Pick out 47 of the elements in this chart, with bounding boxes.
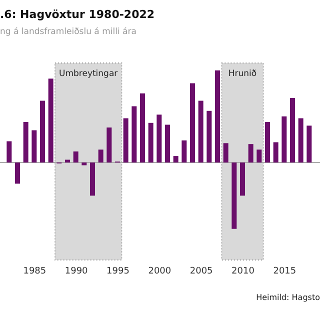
x-tick-label: 2005 bbox=[190, 266, 213, 276]
band-label: Hrunið bbox=[228, 69, 257, 79]
bar bbox=[206, 110, 212, 162]
bar bbox=[215, 70, 220, 162]
bar bbox=[15, 162, 20, 184]
chart-title: .6: Hagvöxtur 1980-2022 bbox=[0, 8, 155, 21]
bar bbox=[132, 106, 137, 162]
bar bbox=[156, 114, 162, 162]
bar bbox=[190, 83, 195, 162]
x-tick-label: 1985 bbox=[23, 266, 46, 276]
bar bbox=[273, 142, 278, 162]
bar bbox=[282, 116, 287, 162]
bar bbox=[248, 144, 254, 162]
bar bbox=[123, 118, 128, 162]
x-tick-label: 2000 bbox=[148, 266, 172, 276]
bar bbox=[232, 162, 237, 229]
bar bbox=[23, 122, 28, 162]
bar bbox=[265, 122, 270, 162]
bar bbox=[173, 156, 178, 162]
x-tick-label: 1990 bbox=[64, 266, 88, 276]
x-tick-label: 1995 bbox=[106, 266, 130, 276]
bar bbox=[82, 162, 87, 166]
bar bbox=[106, 127, 112, 162]
bar bbox=[223, 143, 228, 162]
bar bbox=[48, 78, 54, 162]
bar bbox=[140, 93, 145, 162]
bar bbox=[198, 100, 204, 162]
bar bbox=[165, 124, 170, 162]
bar bbox=[90, 162, 95, 196]
bar bbox=[298, 118, 304, 162]
x-tick-label: 2015 bbox=[273, 266, 296, 276]
band-label: Umbreytingar bbox=[59, 69, 118, 79]
bar bbox=[65, 160, 70, 162]
bar bbox=[73, 151, 78, 162]
bar bbox=[290, 98, 295, 162]
bar bbox=[306, 126, 312, 162]
bar bbox=[148, 122, 154, 162]
x-tick-label: 2010 bbox=[232, 266, 255, 276]
bar bbox=[32, 130, 37, 162]
bar bbox=[240, 162, 245, 196]
bar bbox=[40, 100, 45, 162]
bar bbox=[182, 140, 187, 162]
bar bbox=[256, 150, 262, 162]
chart-subtitle: ng á landsframleiðslu á milli ára bbox=[0, 27, 136, 37]
bar bbox=[6, 141, 12, 162]
text: Heimild: Hagsto bbox=[256, 293, 320, 302]
bar bbox=[98, 150, 104, 162]
